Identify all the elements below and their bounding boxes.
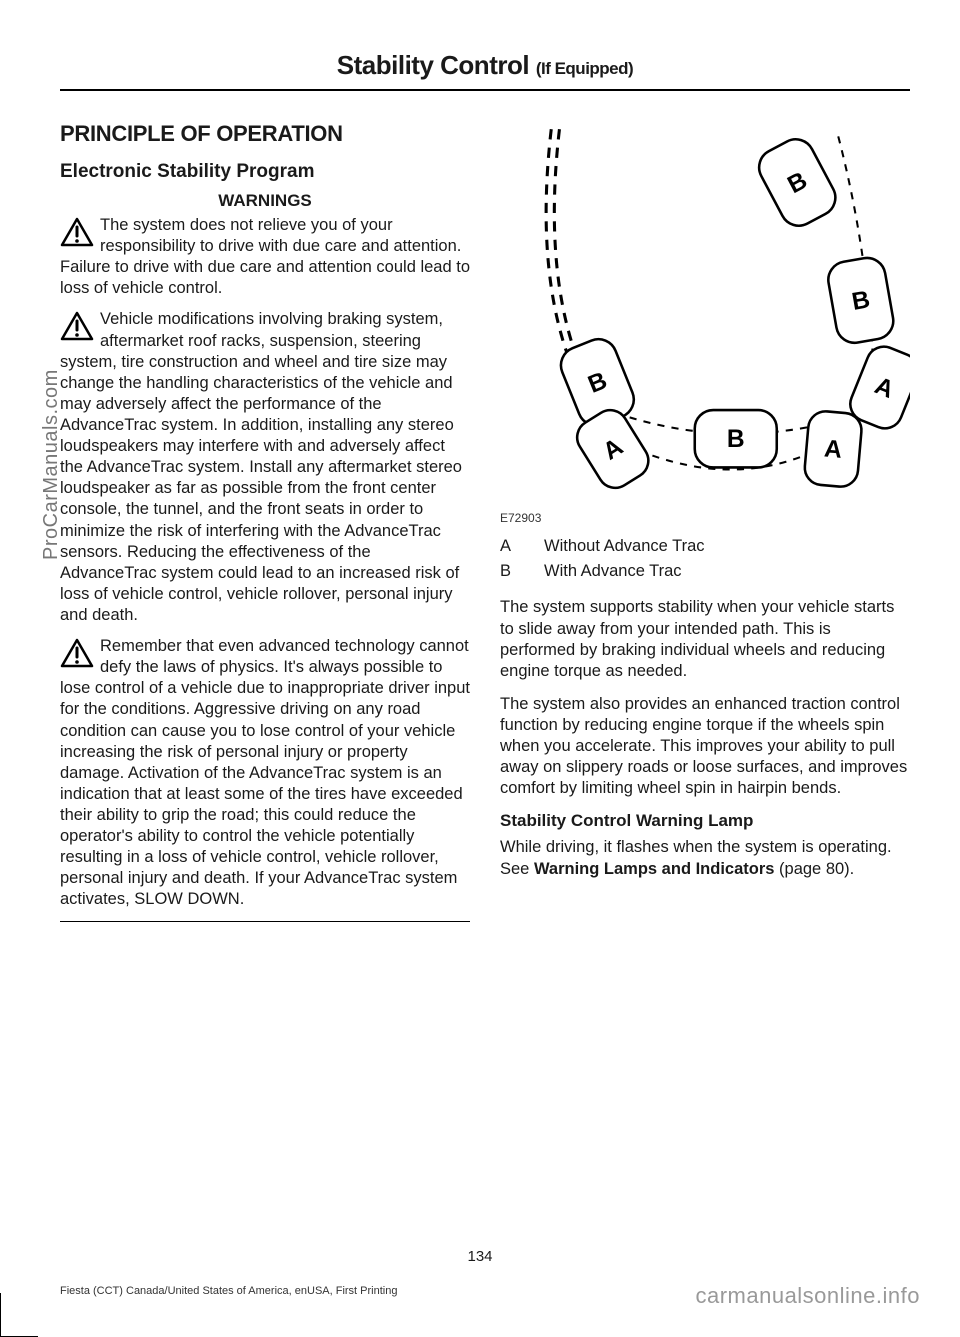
footer-right: carmanualsonline.info (695, 1283, 920, 1309)
warning-text: Vehicle modifications involving braking … (60, 310, 462, 624)
crop-mark (0, 1293, 38, 1337)
xref-link[interactable]: Warning Lamps and Indicators (534, 860, 775, 878)
left-column: PRINCIPLE OF OPERATION Electronic Stabil… (60, 121, 470, 936)
subheading: Stability Control Warning Lamp (500, 811, 910, 831)
chapter-title: Stability Control (337, 50, 529, 80)
right-column: B B B A (500, 121, 910, 936)
warning-text: The system does not relieve you of your … (60, 216, 470, 297)
legend-text: Without Advance Trac (544, 535, 705, 558)
warning-item: The system does not relieve you of your … (60, 215, 470, 299)
legend-row: A Without Advance Trac (500, 535, 910, 558)
xref-tail: (page 80). (774, 860, 854, 878)
warning-triangle-icon (60, 638, 94, 668)
legend-text: With Advance Trac (544, 560, 682, 583)
chapter-header: Stability Control (If Equipped) (60, 50, 910, 91)
stability-diagram: B B B A (500, 121, 910, 500)
diagram-id: E72903 (500, 511, 910, 525)
section-heading: PRINCIPLE OF OPERATION (60, 121, 470, 147)
legend-key: B (500, 560, 544, 583)
legend-key: A (500, 535, 544, 558)
subsection-heading: Electronic Stability Program (60, 161, 470, 183)
body-paragraph: While driving, it flashes when the syste… (500, 837, 910, 879)
footer-left: Fiesta (CCT) Canada/United States of Ame… (60, 1285, 397, 1297)
watermark-left: ProCarManuals.com (40, 369, 63, 560)
diagram-label: A (823, 435, 843, 463)
warnings-divider (60, 921, 470, 922)
warning-triangle-icon (60, 311, 94, 341)
warnings-label: WARNINGS (60, 191, 470, 211)
warning-item: Vehicle modifications involving braking … (60, 309, 470, 626)
legend-row: B With Advance Trac (500, 560, 910, 583)
body-paragraph: The system supports stability when your … (500, 597, 910, 681)
diagram-label: B (727, 426, 745, 453)
page-number: 134 (0, 1248, 960, 1265)
warning-item: Remember that even advanced technology c… (60, 636, 470, 910)
body-paragraph: The system also provides an enhanced tra… (500, 694, 910, 800)
chapter-qualifier: (If Equipped) (536, 59, 633, 78)
warning-triangle-icon (60, 217, 94, 247)
warning-text: Remember that even advanced technology c… (60, 637, 470, 908)
